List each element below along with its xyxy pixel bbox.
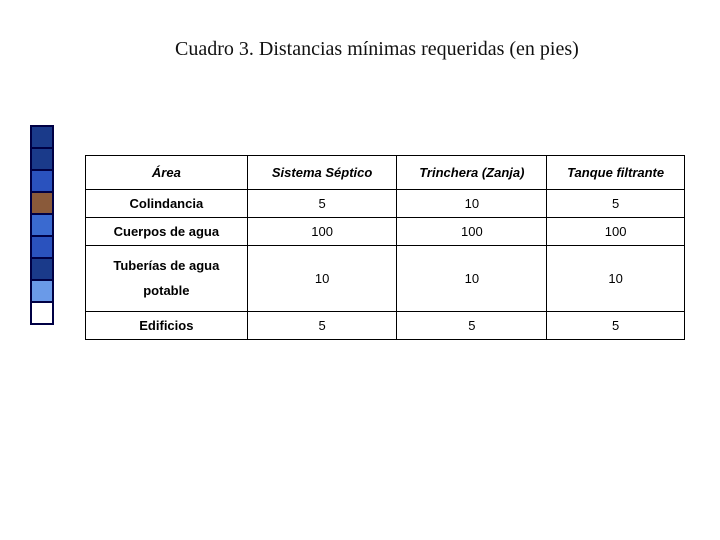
bullet-square xyxy=(30,257,54,281)
table-cell: 5 xyxy=(247,312,397,340)
table-row: Cuerpos de agua100100100 xyxy=(86,218,685,246)
table-cell: 5 xyxy=(247,190,397,218)
bullet-square xyxy=(30,169,54,193)
table-cell: 5 xyxy=(547,312,685,340)
table-cell: 10 xyxy=(547,246,685,312)
bullet-square xyxy=(30,235,54,259)
decorative-bullet-strip xyxy=(30,125,54,323)
page-title: Cuadro 3. Distancias mínimas requeridas … xyxy=(175,38,579,61)
bullet-square xyxy=(30,301,54,325)
table-header-row: Área Sistema Séptico Trinchera (Zanja) T… xyxy=(86,156,685,190)
col-header-trench: Trinchera (Zanja) xyxy=(397,156,547,190)
bullet-square xyxy=(30,191,54,215)
distances-table: Área Sistema Séptico Trinchera (Zanja) T… xyxy=(85,155,685,340)
bullet-square xyxy=(30,279,54,303)
table-cell: 10 xyxy=(397,190,547,218)
table-body: Colindancia5105Cuerpos de agua100100100T… xyxy=(86,190,685,340)
col-header-filter: Tanque filtrante xyxy=(547,156,685,190)
table-row: Tuberías de aguapotable101010 xyxy=(86,246,685,312)
row-label: Edificios xyxy=(86,312,248,340)
table-row: Colindancia5105 xyxy=(86,190,685,218)
bullet-square xyxy=(30,125,54,149)
table-cell: 100 xyxy=(247,218,397,246)
bullet-square xyxy=(30,213,54,237)
distances-table-wrap: Área Sistema Séptico Trinchera (Zanja) T… xyxy=(85,155,685,340)
col-header-septic: Sistema Séptico xyxy=(247,156,397,190)
table-row: Edificios555 xyxy=(86,312,685,340)
bullet-square xyxy=(30,147,54,171)
table-cell: 5 xyxy=(547,190,685,218)
table-cell: 5 xyxy=(397,312,547,340)
table-cell: 100 xyxy=(547,218,685,246)
row-label: Cuerpos de agua xyxy=(86,218,248,246)
table-cell: 100 xyxy=(397,218,547,246)
row-label: Colindancia xyxy=(86,190,248,218)
table-cell: 10 xyxy=(247,246,397,312)
col-header-area: Área xyxy=(86,156,248,190)
row-label: Tuberías de aguapotable xyxy=(86,246,248,312)
table-cell: 10 xyxy=(397,246,547,312)
